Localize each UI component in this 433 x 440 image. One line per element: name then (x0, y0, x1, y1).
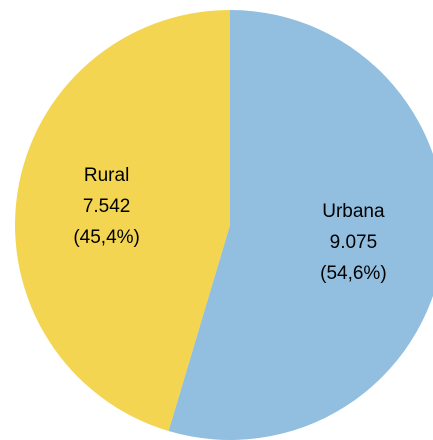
slice-label: Rural (84, 165, 129, 186)
slice-value: 9.075 (330, 232, 378, 253)
slice-label-group-urbana: Urbana 9.075 (54,6%) (320, 201, 387, 284)
pie-slice-rural (15, 10, 230, 432)
slice-percent: (45,4%) (73, 227, 140, 248)
slice-label: Urbana (322, 201, 385, 222)
slice-percent: (54,6%) (320, 263, 387, 284)
slices-layer (15, 10, 433, 440)
labels-layer: Urbana 9.075 (54,6%) Rural 7.542 (45,4%) (73, 165, 386, 284)
slice-label-group-rural: Rural 7.542 (45,4%) (73, 165, 140, 248)
slice-value: 7.542 (83, 196, 131, 217)
pie-slice-urbana (168, 10, 433, 440)
